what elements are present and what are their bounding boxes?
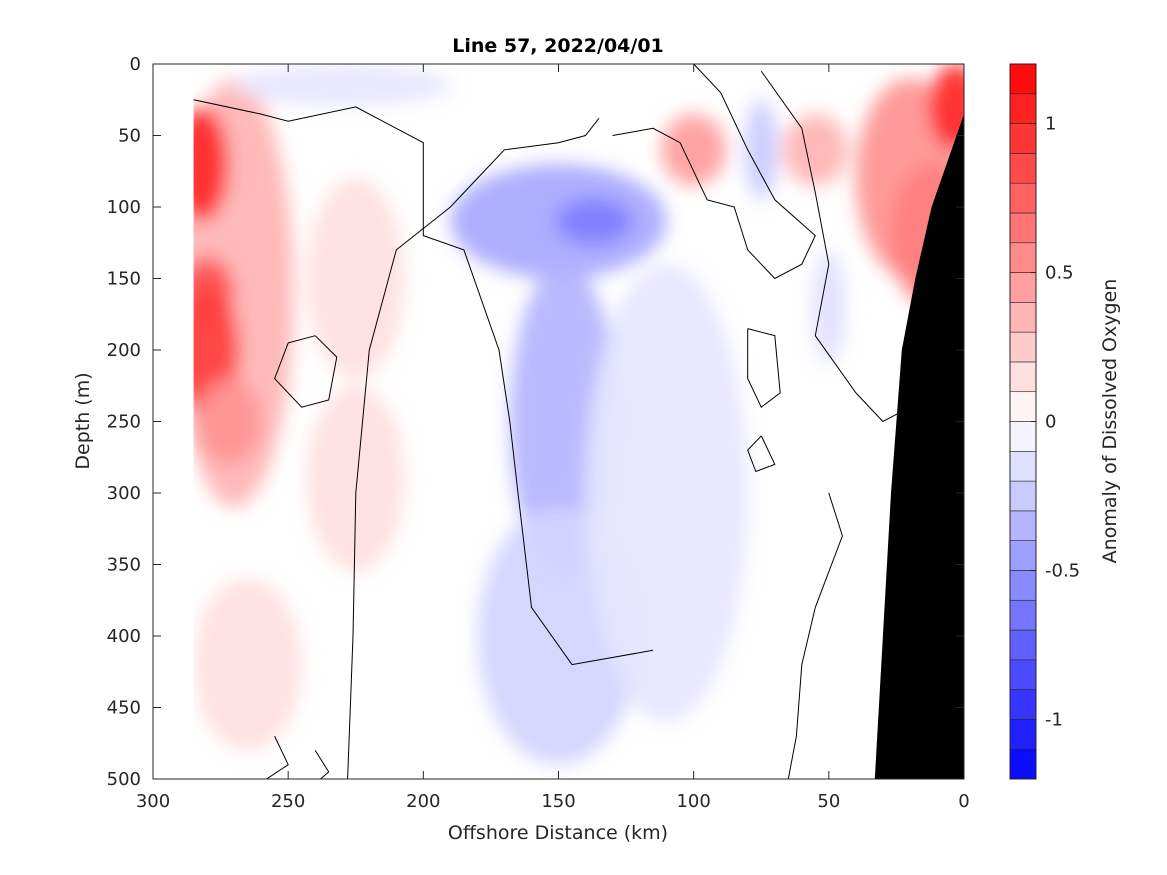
colorbar-level-band xyxy=(1009,93,1037,124)
y-axis-label: Depth (m) xyxy=(72,372,94,469)
colorbar-tick-label: 0.5 xyxy=(1045,263,1074,284)
colorbar-level-band xyxy=(1009,331,1037,363)
colorbar-level-band xyxy=(1009,182,1037,214)
colorbar-level-band xyxy=(1009,391,1037,422)
x-tick-label: 100 xyxy=(676,791,710,812)
y-tick-label: 350 xyxy=(107,555,141,576)
y-tick-label: 100 xyxy=(107,197,141,218)
zero-contour-line xyxy=(193,99,654,666)
zero-contour-line xyxy=(787,492,843,779)
anomaly-blob xyxy=(782,114,848,186)
x-tick-label: 300 xyxy=(136,791,170,812)
colorbar-level-band xyxy=(1009,629,1037,661)
x-axis-label: Offshore Distance (km) xyxy=(448,822,668,844)
anomaly-blob xyxy=(745,99,778,200)
y-tick-label: 400 xyxy=(107,626,141,647)
colorbar-level-band xyxy=(1009,570,1037,601)
anomaly-blob xyxy=(661,114,727,186)
colorbar-level-band xyxy=(1009,748,1037,780)
zero-contour-line xyxy=(274,335,338,408)
anomaly-blob xyxy=(307,385,405,572)
y-tick-label: 50 xyxy=(118,126,141,147)
y-tick-label: 200 xyxy=(107,340,141,361)
colorbar-level-band xyxy=(1009,242,1037,273)
y-axis: 0 50 100 150 200 250 300 350 400 450 500 xyxy=(107,54,964,790)
anomaly-blob xyxy=(234,65,451,106)
zero-contour-line xyxy=(612,64,816,280)
zero-contour-line xyxy=(760,70,911,423)
contour-fill-layer xyxy=(153,64,964,779)
x-tick-label: 200 xyxy=(406,791,440,812)
colorbar-tick-label: 0 xyxy=(1045,412,1056,433)
zero-contour-line xyxy=(347,117,600,779)
y-tick-label: 500 xyxy=(107,769,141,790)
colorbar: -1 -0.5 0 0.5 1 xyxy=(1009,63,1080,780)
zero-contour-line xyxy=(314,750,330,779)
bathymetry-mask xyxy=(874,114,964,780)
colorbar-level-band xyxy=(1009,302,1037,333)
colorbar-level-band xyxy=(1009,63,1037,95)
colorbar-level-band xyxy=(1009,480,1037,512)
y-tick-label: 450 xyxy=(107,698,141,719)
zero-contour-line xyxy=(747,328,781,408)
anomaly-blob xyxy=(193,578,302,751)
colorbar-level-band xyxy=(1009,659,1037,690)
colorbar-level-band xyxy=(1009,540,1037,571)
anomaly-blob xyxy=(585,264,748,722)
x-tick-label: 50 xyxy=(817,791,840,812)
contour-line-layer xyxy=(193,64,911,779)
y-tick-label: 300 xyxy=(107,483,141,504)
colorbar-level-band xyxy=(1009,719,1037,750)
y-tick-label: 0 xyxy=(130,54,141,75)
x-tick-label: 0 xyxy=(958,791,969,812)
anomaly-blob xyxy=(196,378,262,465)
anomaly-blob xyxy=(812,249,846,365)
anomaly-blob xyxy=(307,178,405,379)
anomaly-blob xyxy=(928,64,964,150)
anomaly-blob xyxy=(555,198,632,245)
colorbar-label: Anomaly of Dissolved Oxygen xyxy=(1099,279,1121,564)
x-tick-label: 150 xyxy=(541,791,575,812)
colorbar-level-band xyxy=(1009,361,1037,393)
colorbar-level-band xyxy=(1009,123,1037,154)
colorbar-tick-label: 1 xyxy=(1045,114,1056,135)
colorbar-tick-label: -1 xyxy=(1045,709,1063,730)
x-tick-label: 250 xyxy=(271,791,305,812)
colorbar-level-band xyxy=(1009,599,1037,631)
colorbar-level-band xyxy=(1009,153,1037,184)
plot-area xyxy=(152,63,965,780)
y-tick-label: 150 xyxy=(107,269,141,290)
colorbar-level-band xyxy=(1009,272,1037,303)
colorbar-level-band xyxy=(1009,510,1037,541)
zero-contour-line xyxy=(266,735,289,779)
zero-contour-line xyxy=(747,435,776,473)
contour-fill-group xyxy=(174,64,964,765)
colorbar-level-band xyxy=(1009,421,1037,452)
colorbar-tick-label: -0.5 xyxy=(1045,560,1080,581)
colorbar-level-band xyxy=(1009,450,1037,482)
y-tick-label: 250 xyxy=(107,412,141,433)
colorbar-level-band xyxy=(1009,212,1037,244)
x-axis: 300 250 200 150 100 50 0 xyxy=(136,64,970,812)
colorbar-level-band xyxy=(1009,689,1037,720)
chart-title: Line 57, 2022/04/01 xyxy=(452,35,664,57)
